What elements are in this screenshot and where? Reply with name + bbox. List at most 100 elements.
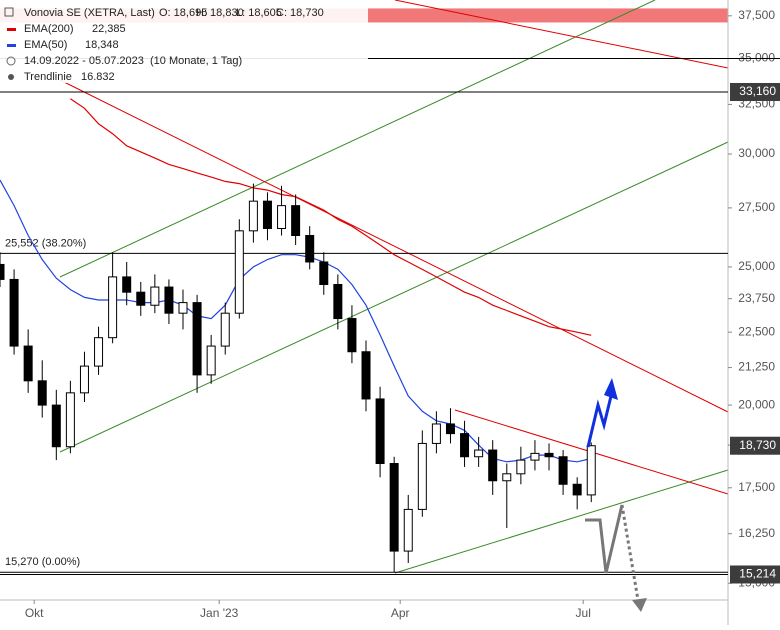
candle-body — [544, 452, 554, 458]
candle-body — [361, 351, 371, 400]
candle-body — [375, 398, 385, 465]
candle-body — [277, 205, 287, 229]
y-tick-label: 30,000 — [738, 146, 775, 160]
candle-body — [51, 404, 61, 448]
legend-bg — [0, 3, 368, 83]
candle-body — [333, 284, 343, 320]
resistance-trendline — [59, 79, 729, 413]
y-tick-label: 37,500 — [738, 8, 775, 22]
candle-body — [403, 508, 413, 552]
period-note: (10 Monate, 1 Tag) — [150, 55, 242, 67]
y-tick-label: 17,500 — [738, 480, 775, 494]
level-label: 25,552 (38.20%) — [5, 237, 86, 249]
candle-body — [0, 263, 5, 280]
y-tick-label: 35,000 — [738, 51, 775, 65]
y-tick-label: 16,250 — [738, 526, 775, 540]
candle-body — [291, 205, 301, 237]
candle-body — [9, 278, 19, 347]
ema-line — [70, 98, 592, 336]
trendline-name: Trendlinie — [24, 71, 72, 83]
legend-swatch — [7, 44, 16, 47]
price-tag-label: 18,730 — [739, 438, 776, 452]
candle-body — [530, 452, 540, 461]
candle-body — [248, 200, 258, 232]
forecast-up-arrow — [586, 391, 614, 448]
level-label: 15,270 (0.00%) — [5, 556, 80, 568]
candle-body — [234, 230, 244, 314]
candle-body — [558, 456, 568, 485]
candle-body — [502, 473, 512, 482]
price-tag — [730, 565, 780, 584]
candle-body — [136, 291, 146, 306]
candle-body — [431, 423, 441, 444]
price-tag — [730, 82, 780, 101]
candle-body — [305, 235, 315, 263]
legend-name: EMA(200) — [24, 23, 74, 35]
legend-icon — [4, 7, 14, 17]
candle-body — [488, 449, 498, 482]
resistance-trendline — [394, 0, 729, 69]
ohlc-label: H: 18,830 — [196, 7, 244, 19]
x-tick-label: Okt — [25, 606, 44, 620]
candle-body — [572, 483, 582, 496]
y-tick-label: 22,500 — [738, 324, 775, 338]
candle-body — [319, 261, 329, 286]
candle-body — [347, 318, 357, 353]
forecast-down-path — [585, 504, 624, 574]
y-tick-label: 23,750 — [738, 291, 775, 305]
period-icon — [6, 56, 16, 66]
candle-body — [150, 286, 160, 306]
period: 14.09.2022 - 05.07.2023 — [24, 55, 144, 67]
trendline-value: 16.832 — [81, 71, 115, 83]
ohlc-label: C: 18,730 — [276, 7, 324, 19]
x-tick-label: Jan '23 — [200, 606, 239, 620]
y-tick-label: 21,250 — [738, 360, 775, 374]
channel-lower — [59, 141, 729, 453]
price-tag-label: 15,214 — [739, 567, 776, 581]
candle-body — [206, 345, 216, 376]
candle-body — [178, 302, 188, 314]
drawings — [59, 0, 729, 574]
ohlc-label: O: 18,695 — [159, 7, 207, 19]
candle-body — [122, 276, 132, 293]
legend-name: EMA(50) — [24, 39, 67, 51]
y-tick-label: 25,000 — [738, 259, 775, 273]
candle-body — [192, 302, 202, 376]
x-tick-label: Jul — [576, 606, 591, 620]
candle-body — [23, 345, 33, 382]
candle-body — [37, 380, 47, 406]
x-tick-label: Apr — [391, 606, 410, 620]
candle-body — [474, 449, 484, 458]
legend-value: 22,385 — [92, 23, 126, 35]
price-tag-label: 33,160 — [739, 84, 776, 98]
legend-swatch — [7, 28, 16, 31]
candle-body — [516, 459, 526, 475]
candle-body — [417, 442, 427, 510]
candle-body — [220, 312, 230, 347]
candle-body — [164, 286, 174, 314]
candle-body — [108, 276, 118, 339]
y-tick-label: 27,500 — [738, 200, 775, 214]
candle-body — [389, 463, 399, 552]
legend-title: Vonovia SE (XETRA, Last) — [24, 7, 155, 19]
ohlc-label: L: 18,605 — [236, 7, 282, 19]
channel-upper — [59, 0, 656, 278]
trendline-icon — [8, 74, 14, 80]
arrow-head — [632, 598, 647, 612]
candle-body — [262, 200, 272, 229]
forecast-down-dotted — [620, 504, 640, 601]
candle-body — [586, 445, 596, 496]
candle-body — [65, 392, 75, 448]
support-trendline — [394, 469, 729, 574]
candle-body — [94, 337, 104, 367]
candle-body — [445, 423, 455, 435]
price-tag — [730, 436, 780, 455]
candle-body — [79, 365, 89, 394]
y-tick-label: 20,000 — [738, 397, 775, 411]
candle-body — [460, 433, 470, 458]
legend-value: 18,348 — [85, 39, 119, 51]
arrow-head — [604, 378, 618, 400]
